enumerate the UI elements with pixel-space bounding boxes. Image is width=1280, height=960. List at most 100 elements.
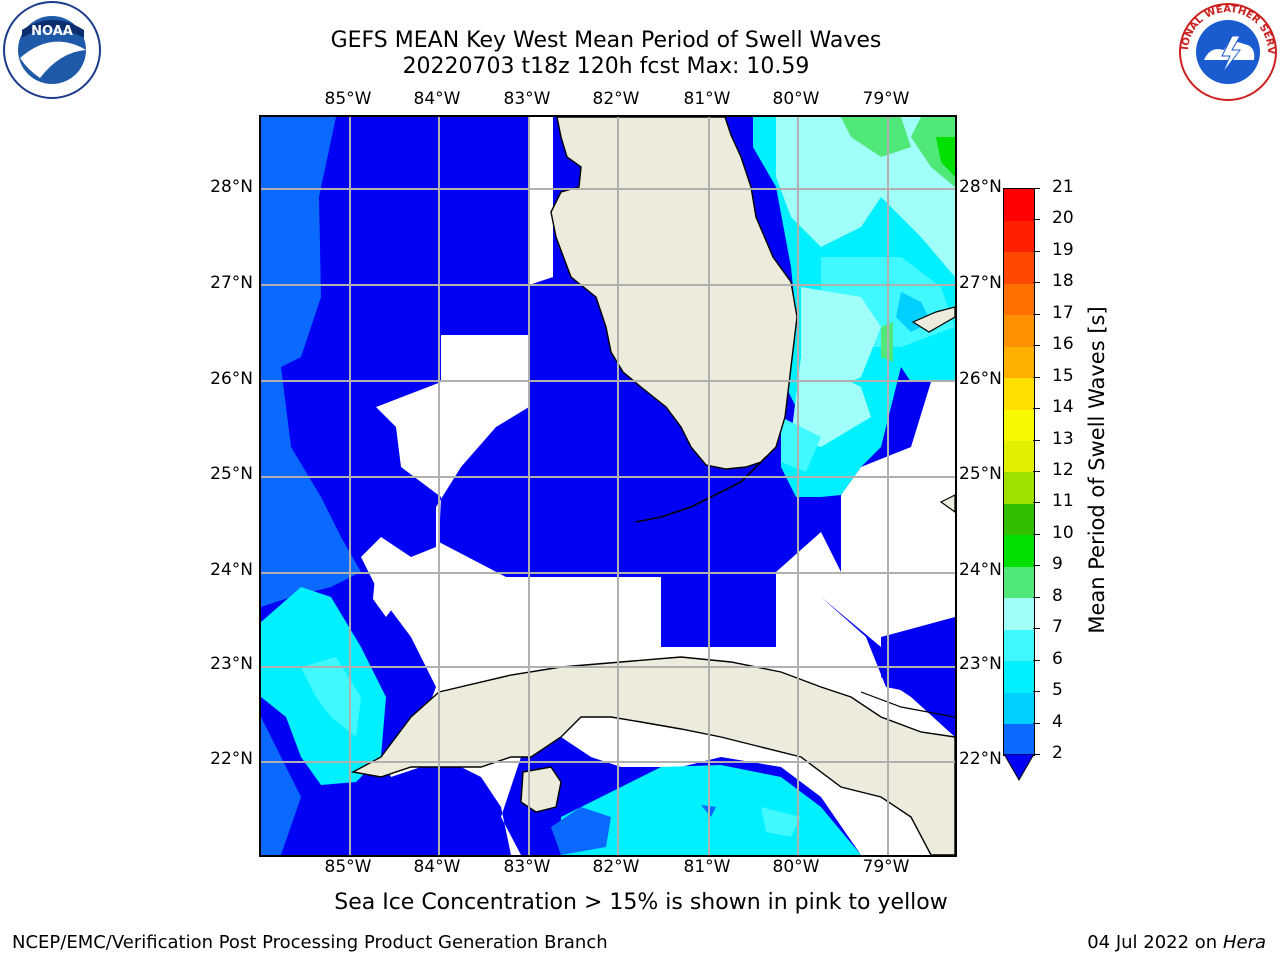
colorbar-segment [1004,534,1034,567]
colorbar-tick [1033,596,1040,598]
swell-field-west-band [261,117,361,607]
footer-date: 04 Jul 2022 on Hera [1087,932,1266,953]
lat-label-right: 28°N [959,177,1002,197]
colorbar-tick-label: 14 [1052,397,1074,418]
noaa-logo-text: NOAA [31,24,73,39]
colorbar-segment [1004,189,1034,221]
colorbar-tick-label: 6 [1052,648,1063,669]
lat-label-left: 23°N [210,654,253,674]
lon-label-top: 80°W [772,89,820,109]
cuba-land [350,656,955,855]
lat-label-left: 28°N [210,177,253,197]
colorbar-tick-label: 18 [1052,271,1074,292]
lon-label-bottom: 82°W [592,857,640,877]
map-title: GEFS MEAN Key West Mean Period of Swell … [330,28,882,53]
colorbar-tick [1033,565,1040,567]
colorbar-tick-label: 8 [1052,585,1063,606]
colorbar-segment [1004,346,1034,379]
colorbar-tick [1033,439,1040,441]
colorbar-segment [1004,377,1034,410]
bahamas-land [911,306,955,333]
colorbar-tick [1033,628,1040,630]
swell-field-calm-area [361,117,955,855]
colorbar-segment [1004,503,1034,536]
lon-label-top: 81°W [683,89,731,109]
isla-juventud-land [520,766,562,813]
colorbar-tick-label: 16 [1052,334,1074,355]
colorbar-tick [1033,313,1040,315]
colorbar-segment [1004,566,1034,599]
lon-label-bottom: 79°W [862,857,910,877]
colorbar-segment [1004,314,1034,347]
colorbar-segment [1004,660,1034,693]
lon-label-bottom: 85°W [324,857,372,877]
lon-label-top: 84°W [413,89,461,109]
colorbar-tick-label: 20 [1052,208,1074,229]
lat-label-right: 25°N [959,464,1002,484]
colorbar-tick [1033,282,1040,284]
map-panel[interactable] [259,115,957,857]
colorbar-tick-label: 9 [1052,554,1063,575]
colorbar-segment [1004,409,1034,442]
colorbar-tick [1033,502,1040,504]
nws-logo: NATIONAL WEATHER SERVICE [1176,0,1277,101]
footer-date-text: 04 Jul 2022 on [1087,932,1218,953]
colorbar-tick-label: 12 [1052,460,1074,480]
colorbar-tick [1033,345,1040,347]
colorbar-tick [1033,659,1040,661]
lon-label-top: 85°W [324,89,372,109]
colorbar-segment [1004,283,1034,316]
colorbar-tick-label: 7 [1052,617,1063,638]
lon-label-bottom: 84°W [413,857,461,877]
lon-label-bottom: 80°W [772,857,820,877]
colorbar-tick [1033,250,1040,252]
colorbar-tick-label: 21 [1052,177,1074,197]
lon-label-bottom: 83°W [503,857,551,877]
lat-label-right: 23°N [959,654,1002,674]
colorbar-tick-label: 5 [1052,680,1063,701]
lon-label-top: 79°W [862,89,910,109]
colorbar-tick-label: 11 [1052,491,1074,512]
colorbar-segment [1004,472,1034,504]
colorbar-segment [1004,692,1034,725]
lon-label-bottom: 81°W [683,857,731,877]
colorbar-tick-label: 19 [1052,239,1074,260]
noaa-logo: NOAA [3,1,101,99]
lon-label-top: 82°W [592,89,640,109]
lat-label-right: 24°N [959,560,1002,580]
colorbar-tick [1033,408,1040,410]
colorbar-extend-arrow [1003,754,1035,782]
colorbar-segment [1004,597,1034,630]
footer-host: Hera [1222,932,1266,953]
lon-label-top: 83°W [503,89,551,109]
colorbar-tick-label: 10 [1052,522,1074,543]
colorbar-tick-label: 17 [1052,302,1074,323]
colorbar-tick [1033,376,1040,378]
colorbar-tick [1033,722,1040,724]
lat-label-left: 27°N [210,273,253,293]
colorbar-segment [1004,629,1034,662]
colorbar-tick [1033,188,1040,189]
lat-label-left: 22°N [210,749,253,769]
map-graticule [261,117,955,855]
colorbar-tick [1033,219,1040,221]
lat-label-left: 26°N [210,369,253,389]
sea-ice-note: Sea Ice Concentration > 15% is shown in … [334,890,948,915]
colorbar-tick [1033,471,1040,472]
colorbar-tick [1033,533,1040,535]
colorbar-tick-label: 15 [1052,365,1074,386]
footer-credit: NCEP/EMC/Verification Post Processing Pr… [12,932,608,953]
lat-label-right: 27°N [959,273,1002,293]
lat-label-left: 25°N [210,464,253,484]
swell-period-field [261,117,955,855]
colorbar-tick-label: 13 [1052,428,1074,449]
colorbar-title: Mean Period of Swell Waves [s] [1085,306,1109,634]
colorbar-tick [1033,754,1040,755]
colorbar-tick [1033,691,1040,693]
colorbar-segment [1004,440,1034,473]
colorbar-segment [1004,251,1034,284]
lat-label-right: 22°N [959,749,1002,769]
lat-label-left: 24°N [210,560,253,580]
colorbar [1003,188,1035,756]
map-subtitle: 20220703 t18z 120h fcst Max: 10.59 [402,54,810,79]
